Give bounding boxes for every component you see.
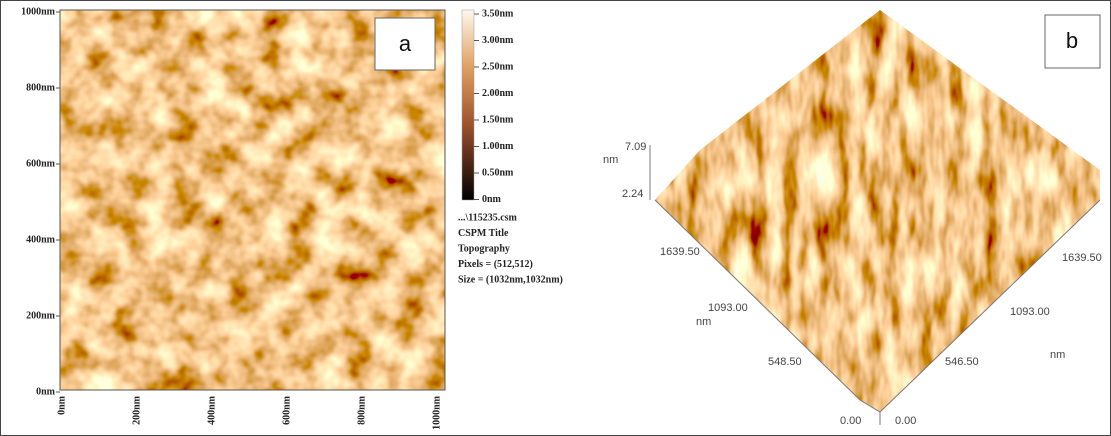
- axis-tick-label: 0.00: [895, 415, 916, 427]
- x-tick-label: 800nm: [356, 395, 367, 425]
- colorbar-label: 3.50nm: [482, 8, 514, 19]
- z-tick: 2.24: [622, 188, 643, 200]
- axis-tick-label: 548.50: [768, 356, 802, 368]
- colorbar-label: 3.00nm: [482, 35, 514, 46]
- figure: a 1000nm800nm600nm400nm200nm0nm0nm200nm4…: [0, 0, 1111, 436]
- colorbar-label: 1.50nm: [482, 114, 514, 125]
- colorbar: [462, 10, 474, 200]
- x-tick-label: 1000nm: [431, 395, 442, 430]
- y-tick-label: 600nm: [26, 158, 56, 169]
- axis-tick-label: 1639.50: [660, 246, 700, 258]
- info-text: Pixels = (512,512): [458, 259, 533, 270]
- z-tick: 7.09: [625, 141, 646, 153]
- x-tick-label: 400nm: [206, 395, 217, 425]
- panel-label: a: [399, 31, 412, 56]
- axis-tick-label: 1639.50: [1062, 252, 1102, 264]
- axis-unit: nm: [696, 316, 711, 328]
- info-text: CSPM Title: [458, 228, 509, 239]
- z-unit: nm: [603, 154, 618, 166]
- y-tick-label: 800nm: [26, 82, 56, 93]
- x-tick-label: 200nm: [131, 395, 142, 425]
- info-text: Topography: [458, 243, 510, 254]
- colorbar-label: 1.00nm: [482, 141, 514, 152]
- axis-tick-label: 546.50: [945, 356, 979, 368]
- y-tick-label: 0nm: [36, 386, 56, 397]
- info-text: Size = (1032nm,1032nm): [458, 274, 563, 285]
- x-tick-label: 600nm: [281, 395, 292, 425]
- panel-label: b: [1066, 28, 1078, 53]
- y-tick-label: 200nm: [26, 310, 56, 321]
- axis-unit: nm: [1050, 349, 1065, 361]
- colorbar-label: 2.50nm: [482, 61, 514, 72]
- colorbar-label: 2.00nm: [482, 88, 514, 99]
- axis-tick-label: 1093.00: [708, 302, 748, 314]
- y-tick-label: 400nm: [26, 234, 56, 245]
- y-tick-label: 1000nm: [21, 6, 56, 17]
- axis-tick-label: 1093.00: [1010, 306, 1050, 318]
- page: {"panel_a": {"label": "a", "y_ticks": ["…: [0, 0, 1111, 436]
- axis-tick-label: 0.00: [840, 415, 861, 427]
- x-tick-label: 0nm: [56, 395, 67, 415]
- colorbar-label: 0nm: [482, 194, 502, 205]
- info-text: ...\115235.csm: [458, 212, 518, 223]
- colorbar-label: 0.50nm: [482, 167, 514, 178]
